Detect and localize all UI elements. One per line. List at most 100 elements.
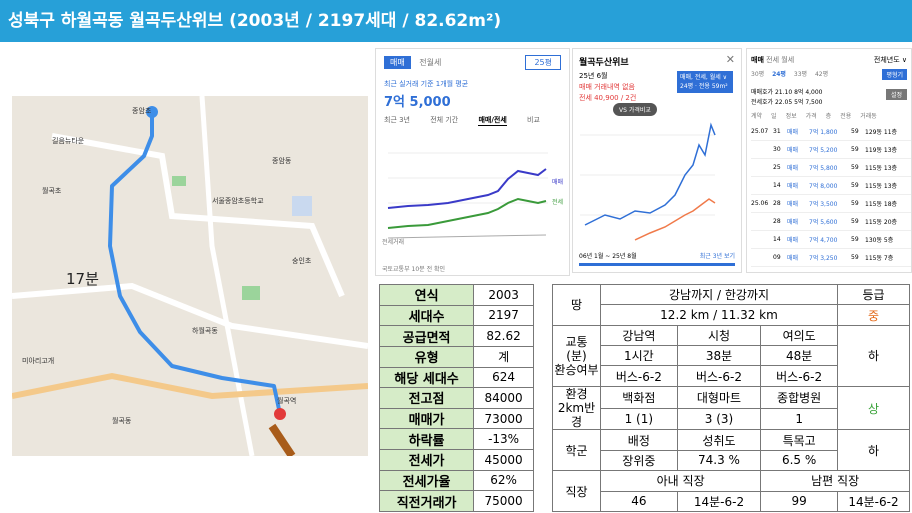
compare-button[interactable]: VS 가격비교 xyxy=(613,103,657,116)
map-label-3: 서울종암초등학교 xyxy=(212,197,264,205)
trade-area: 59 xyxy=(851,182,859,189)
trade-row[interactable]: 30 매매 7억 5,200 59 119동 13층 xyxy=(751,141,911,159)
trade-row[interactable]: 25.07 31 매매 7억 1,800 59 129동 11층 xyxy=(751,123,911,141)
trade-row[interactable]: 25 매매 7억 5,800 59 115동 13층 xyxy=(751,159,911,177)
nav-all[interactable]: 전체 기간 xyxy=(430,116,459,124)
trade-price: 7억 1,800 xyxy=(809,129,838,136)
env-grade: 상 xyxy=(837,385,910,431)
stats-row: 세대수 2197 xyxy=(378,304,534,327)
stats-label: 해당 세대수 xyxy=(378,366,475,389)
distance-value: 12.2 km / 11.32 km xyxy=(600,304,838,326)
trade-day: 30 xyxy=(773,146,781,153)
transfer-cityhall: 버스-6-2 xyxy=(676,365,762,387)
map-label-5: 숭인초 xyxy=(292,257,312,265)
trade-area: 59 xyxy=(851,218,859,225)
trade-tab-jeonse[interactable]: 전세 xyxy=(766,56,780,64)
wife-job-header: 아내 직장 xyxy=(599,470,762,492)
stats-value: 73000 xyxy=(473,407,534,430)
traffic-label: 교통 (분) 환승여부 xyxy=(552,324,601,387)
range-text: 06년 1월 ~ 25년 8월 xyxy=(579,253,637,260)
price-panel: 매매 전월세 25평 최근 실거래 기준 1개월 평균 7억 5,000 최근 … xyxy=(375,48,570,276)
trade-floor: 115동 20층 xyxy=(865,219,898,226)
stats-row: 매매가 73000 xyxy=(378,407,534,430)
size-42[interactable]: 42평 xyxy=(814,71,829,78)
stats-label: 유형 xyxy=(378,345,475,368)
trade-type: 매매 xyxy=(787,255,799,262)
trade-row[interactable]: 14 매매 7억 8,000 59 115동 13층 xyxy=(751,177,911,195)
time-cityhall: 38분 xyxy=(676,345,762,367)
school-special-value: 6.5 % xyxy=(760,449,838,472)
trade-area: 59 xyxy=(851,164,859,171)
nav-3y[interactable]: 최근 3년 xyxy=(384,116,410,124)
husband-job-route: 14분-6-2 xyxy=(837,490,910,512)
wife-job-time: 46 xyxy=(600,490,678,512)
school-achieve: 성취도 xyxy=(676,429,762,451)
stats-value: 82.62 xyxy=(473,325,534,347)
stats-row: 유형 계 xyxy=(378,345,534,368)
trade-row[interactable]: 09 매매 7억 3,250 59 115동 7층 xyxy=(751,249,911,267)
trade-floor: 115동 13층 xyxy=(865,183,898,190)
complex-title: 월곡두산위브 xyxy=(579,58,629,68)
trade-row[interactable]: 25.06 28 매매 7억 3,500 59 115동 18층 xyxy=(751,195,911,213)
stats-value: 45000 xyxy=(473,449,534,471)
trade-column-header: 일 xyxy=(771,113,777,120)
close-icon[interactable]: ✕ xyxy=(725,53,735,66)
stats-value: 75000 xyxy=(473,490,534,512)
stats-value: 62% xyxy=(473,469,534,492)
map-label-8: 하월곡동 xyxy=(192,327,218,335)
walk-time-label: 17분 xyxy=(66,270,99,288)
year-filter[interactable]: 전체년도 ∨ xyxy=(873,56,907,64)
map-label-2: 종암초 xyxy=(132,107,152,115)
trade-day: 14 xyxy=(773,236,781,243)
tab-rent[interactable]: 전월세 xyxy=(419,58,442,67)
size-30[interactable]: 30평 xyxy=(751,71,765,78)
trade-column-header: 계약 xyxy=(751,113,763,120)
trade-column-header: 층 xyxy=(825,113,832,120)
size-33[interactable]: 33평 xyxy=(793,71,808,78)
stats-label: 전세가 xyxy=(378,449,475,471)
land-grade: 중 xyxy=(837,304,910,326)
size-select[interactable]: 25평 xyxy=(525,55,561,70)
size-24[interactable]: 24평 xyxy=(772,71,786,78)
trade-column-header: 정보 xyxy=(785,113,797,120)
range-slider[interactable] xyxy=(579,263,735,266)
husband-job-time: 99 xyxy=(760,490,838,512)
env-mart-count: 3 (3) xyxy=(676,407,762,431)
quote-rent: 전세호가 22.05 5억 7,500 xyxy=(751,99,823,106)
nav-sale-rent[interactable]: 매매/전세 xyxy=(478,116,507,126)
map-label-10: 월곡동 xyxy=(112,417,132,425)
filter-badge-line2: 24평 · 전용 59m² xyxy=(680,83,728,90)
land-label: 땅 xyxy=(552,284,601,326)
trade-month: 25.07 xyxy=(751,128,769,135)
trade-row[interactable]: 14 매매 7억 4,700 59 130동 5층 xyxy=(751,231,911,249)
trade-floor: 130동 5층 xyxy=(865,237,894,244)
stats-row: 해당 세대수 624 xyxy=(378,366,534,389)
trade-floor: 119동 13층 xyxy=(865,147,898,154)
traffic-grade: 하 xyxy=(837,324,910,387)
trade-tab-monthly[interactable]: 월세 xyxy=(781,56,795,64)
trade-panel: 매매 전세 월세 전체년도 ∨ 30평 24평 33평 42평 평형기 매매호가… xyxy=(746,48,912,273)
stats-label: 전세가율 xyxy=(378,469,475,492)
recent-3y-link[interactable]: 최근 3년 보기 xyxy=(699,253,735,260)
trade-row[interactable]: 28 매매 7억 5,600 59 115동 20층 xyxy=(751,213,911,231)
station-yeouido: 여의도 xyxy=(760,324,838,347)
nav-compare[interactable]: 비교 xyxy=(527,116,540,124)
trade-column-header: 가격 xyxy=(805,113,817,120)
trade-tab-sale[interactable]: 매매 xyxy=(751,56,764,64)
complex-subnote: 전세 40,900 / 2건 xyxy=(579,94,637,102)
map-label-1: 월곡역 xyxy=(277,397,297,405)
source-text: 국토교통부 10분 전 확인 xyxy=(382,266,446,273)
school-achieve-value: 74.3 % xyxy=(676,449,762,472)
filter-badge[interactable]: 매매, 전세, 월세 ∨ 24평 · 전용 59m² xyxy=(677,71,733,93)
trade-column-header: 전용 xyxy=(840,113,852,120)
stats-label: 하락률 xyxy=(378,428,475,450)
tab-sale[interactable]: 매매 xyxy=(384,56,411,69)
trade-price: 7억 5,600 xyxy=(809,219,838,226)
trade-day: 28 xyxy=(773,218,781,225)
trade-type: 매매 xyxy=(787,219,799,226)
env-dept: 백화점 xyxy=(600,385,678,409)
setting-button[interactable]: 설정 xyxy=(885,89,907,100)
trade-type: 매매 xyxy=(787,147,799,154)
apply-button[interactable]: 평형기 xyxy=(882,69,907,80)
map[interactable]: 17분 월곡역 종암초 서울종암초등학교 월곡초 숭인초 미아리고개 길음뉴타운… xyxy=(12,96,368,456)
